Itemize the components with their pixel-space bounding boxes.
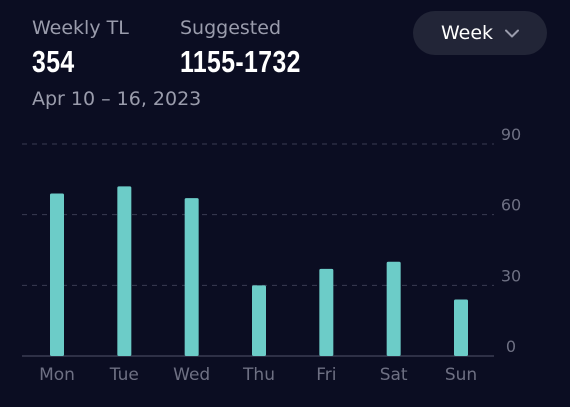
x-label-sun: Sun [445,365,477,385]
suggested-block: Suggested 1155-1732 [180,14,331,82]
x-axis-labels: Mon Tue Wed Thu Fri Sat Sun [39,365,477,385]
y-tick-label: 0 [506,337,516,356]
chevron-down-icon [505,29,520,38]
period-dropdown[interactable]: Week [413,11,547,55]
bar-sun[interactable] [454,299,468,356]
bar-fri[interactable] [319,268,334,356]
date-range: Apr 10 – 16, 2023 [32,88,202,110]
y-tick-label: 30 [501,266,521,285]
x-label-sat: Sat [380,365,408,385]
period-dropdown-value: Week [440,22,494,44]
bar-tue[interactable] [117,186,132,356]
y-tick-label: 60 [501,196,521,215]
bars [50,186,468,356]
bar-mon[interactable] [50,193,64,356]
suggested-value: 1155-1732 [180,44,301,79]
bar-thu[interactable] [252,285,266,356]
x-label-tue: Tue [109,365,139,385]
weekly-tl-block: Weekly TL 354 [32,14,129,82]
bar-wed[interactable] [184,198,199,356]
x-label-wed: Wed [173,365,210,385]
weekly-tl-label: Weekly TL [32,17,129,39]
y-axis-ticks: 0 30 60 90 [501,125,521,356]
x-label-thu: Thu [242,365,275,385]
x-label-fri: Fri [316,365,336,385]
y-tick-label: 90 [501,125,521,144]
weekly-tl-value: 354 [32,44,75,79]
suggested-label: Suggested [180,17,282,39]
x-label-mon: Mon [39,365,75,385]
bar-sat[interactable] [386,261,401,356]
